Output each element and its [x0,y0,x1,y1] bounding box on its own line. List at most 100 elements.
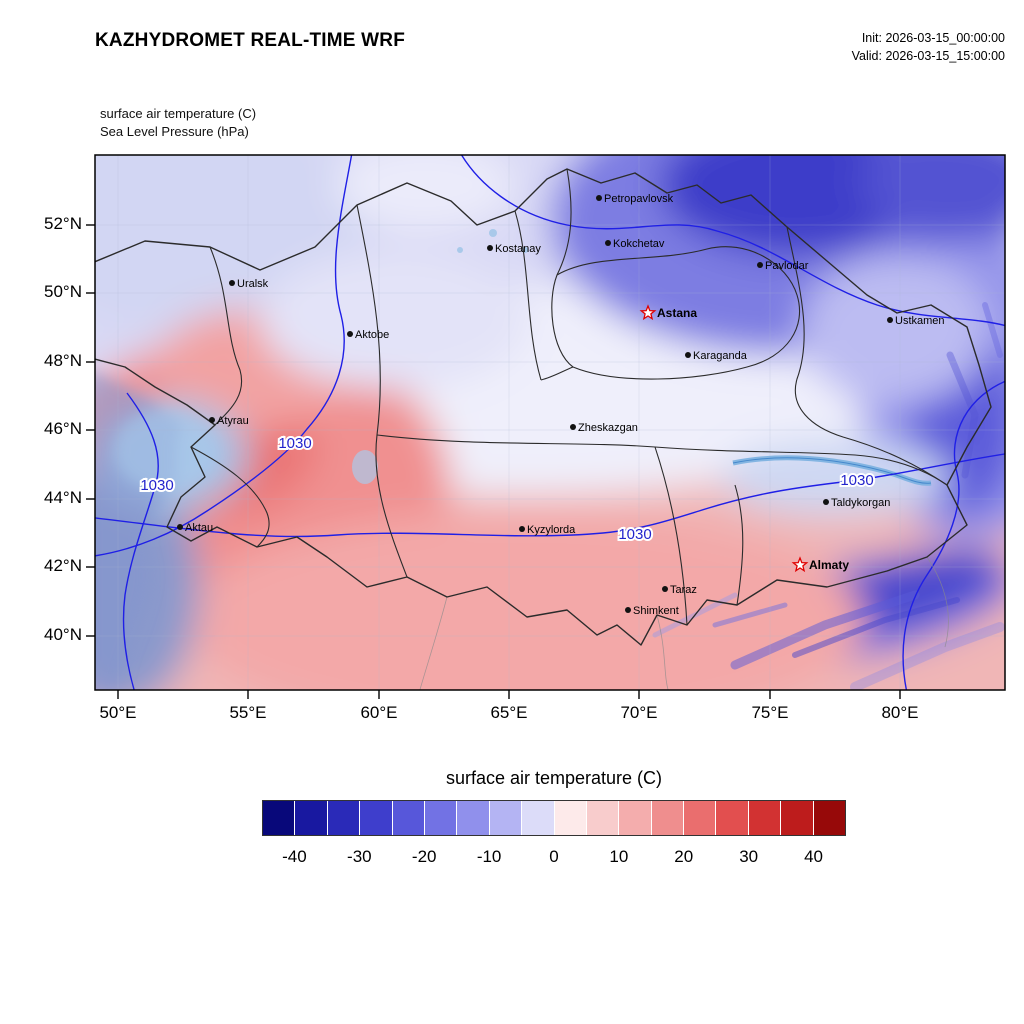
city-label: Kyzylorda [527,524,576,536]
city-marker-atyrau: Atyrau [209,415,249,427]
colorbar-title: surface air temperature (C) [445,768,663,788]
city-dot-icon [519,526,525,532]
pressure-contour-label: 1030 [840,472,873,489]
lon-axis-label: 70°E [620,703,658,722]
city-dot-icon [570,424,576,430]
colorbar-segment [619,801,652,835]
colorbar-segment [522,801,555,835]
cities-layer: Petropavlovsk Kostanay Kokchetav Pavlodar Ur… [177,193,945,617]
lat-axis-label: 52°N [44,214,82,233]
city-dot-icon [887,317,893,323]
city-marker-zheskazgan: Zheskazgan [570,422,638,434]
city-label: Zheskazgan [578,422,638,434]
city-dot-icon [209,417,215,423]
lat-axis-label: 44°N [44,488,82,507]
colorbar-tick-label: -10 [476,847,502,866]
lon-axis-label: 65°E [490,703,528,722]
lat-axis-label: 42°N [44,556,82,575]
lat-axis-label: 50°N [44,282,82,301]
colorbar-segment [457,801,490,835]
city-dot-icon [596,195,602,201]
city-dot-icon [685,352,691,358]
colorbar-segment [586,801,620,835]
colorbar-segment [651,801,685,835]
city-label: Aktobe [355,329,389,341]
colorbar-segment [716,801,749,835]
lat-axis-label: 48°N [44,351,82,370]
map-area: Petropavlovsk Kostanay Kokchetav Pavlodar Ur… [86,154,1006,699]
city-marker-kostanay: Kostanay [487,243,541,255]
temperature-field [95,155,1005,690]
colorbar-tick-label: -20 [411,847,437,866]
city-label: Astana [657,306,697,320]
lon-axis-label: 75°E [751,703,789,722]
run-times: Init: 2026-03-15_00:00:00 Valid: 2026-03… [852,30,1005,65]
foreign-borders [419,556,949,690]
city-label: Shimkent [633,605,679,617]
city-marker-ustkamen: Ustkamen [887,315,945,327]
city-marker-kyzylorda: Kyzylorda [519,524,576,536]
city-marker-aktobe: Aktobe [347,329,389,341]
city-label: Kokchetav [613,238,665,250]
city-dot-icon [605,240,611,246]
colorbar-segment [813,801,846,835]
lat-axis-label: 40°N [44,625,82,644]
weather-map: Petropavlovsk Kostanay Kokchetav Pavlodar Ur… [86,154,1006,699]
city-label: Ustkamen [895,315,945,327]
capital-marker-almaty: Almaty [791,556,849,573]
colorbar-tick-label: -40 [282,847,307,866]
colorbar-tick-label: 10 [609,847,629,866]
lat-axis-label: 46°N [44,419,82,438]
lon-axis-label: 50°E [99,703,137,722]
capital-star-icon [791,556,809,573]
city-dot-icon [347,331,353,337]
city-label: Pavlodar [765,260,809,272]
colorbar-segment [781,801,814,835]
init-time: Init: 2026-03-15_00:00:00 [861,31,1005,45]
capital-star-icon [639,304,657,321]
colorbar-segment [263,801,296,835]
colorbar-segment [327,801,361,835]
pressure-contour-label: 1030 [140,477,173,494]
colorbar-tick-label: 20 [674,847,694,866]
city-label: Atyrau [217,415,249,427]
city-label: Aktau [185,522,213,534]
city-label: Taldykorgan [831,497,890,509]
colorbar-ticks: -40 -30 -20 -10 0 10 20 30 40 [262,847,846,871]
city-marker-taraz: Taraz [662,584,697,596]
city-marker-shimkent: Shimkent [625,605,679,617]
city-marker-karaganda: Karaganda [685,350,748,362]
city-label: Almaty [809,558,849,572]
city-dot-icon [662,586,668,592]
colorbar-segment [554,801,587,835]
graticule-layer [95,155,1005,690]
city-dot-icon [625,607,631,613]
field-label-pressure: Sea Level Pressure (hPa) [100,123,249,139]
city-dot-icon [487,245,493,251]
city-label: Petropavlovsk [604,193,674,205]
colorbar-segment [392,801,425,835]
city-label: Karaganda [693,350,748,362]
colorbar-segment [424,801,458,835]
colorbar-segment [295,801,328,835]
lon-axis-label: 80°E [881,703,919,722]
caspian-sea [95,372,215,690]
city-dot-icon [823,499,829,505]
field-label-temperature: surface air temperature (C) [100,106,257,121]
pressure-contour-label: 1030 [278,435,311,452]
city-label: Kostanay [495,243,541,255]
city-label: Taraz [670,584,697,596]
city-marker-petropavlovsk: Petropavlovsk [596,193,674,205]
admin-borders [95,168,992,646]
city-label: Uralsk [237,278,269,290]
capital-marker-astana: Astana [639,304,697,321]
colorbar-tick-label: -30 [347,847,372,866]
valid-time: Valid: 2026-03-15_15:00:00 [851,48,1005,63]
colorbar-segment [748,801,782,835]
city-marker-pavlodar: Pavlodar [757,260,809,272]
city-dot-icon [177,524,183,530]
field-labels: surface air temperature (C) Sea Level Pr… [100,105,256,140]
colorbar-tick-label: 30 [739,847,759,866]
pressure-contours [95,155,1005,690]
